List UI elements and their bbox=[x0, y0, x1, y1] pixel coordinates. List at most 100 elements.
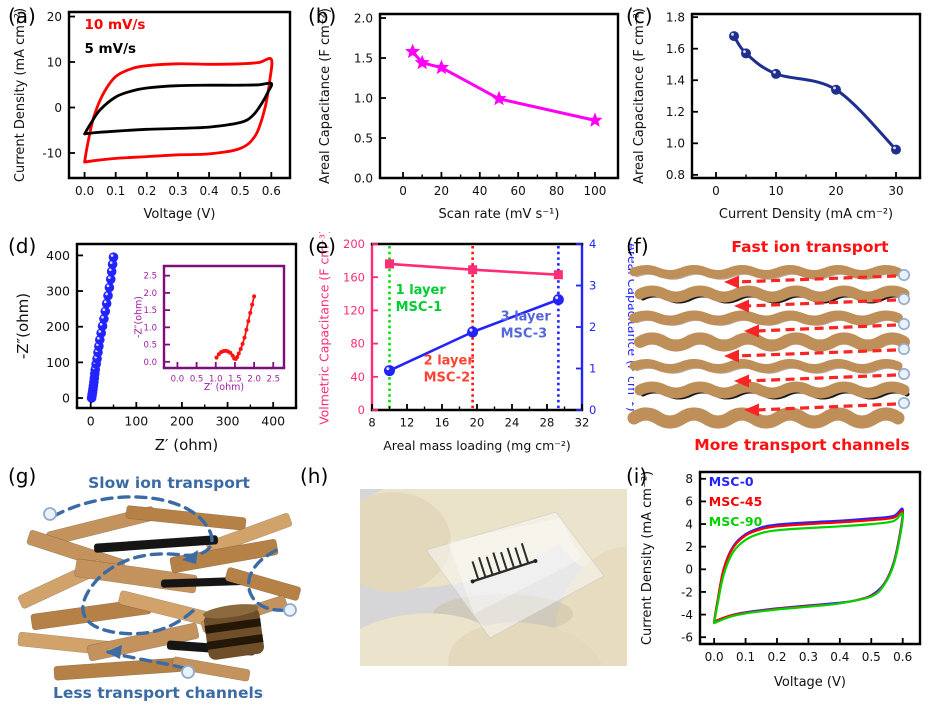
svg-text:60: 60 bbox=[511, 184, 526, 198]
svg-text:0.1: 0.1 bbox=[106, 184, 125, 198]
svg-text:-10: -10 bbox=[42, 146, 62, 160]
svg-text:100: 100 bbox=[46, 355, 70, 370]
svg-text:300: 300 bbox=[216, 414, 240, 429]
panel-b-label: (b) bbox=[308, 4, 337, 28]
slow-ion-transport-title: Slow ion transport bbox=[88, 474, 250, 492]
svg-text:100: 100 bbox=[584, 184, 607, 198]
panel-d-label: (d) bbox=[8, 234, 37, 258]
svg-text:Scan rate (mV s⁻¹): Scan rate (mV s⁻¹) bbox=[439, 207, 560, 222]
more-transport-channels-caption: More transport channels bbox=[694, 436, 909, 454]
svg-text:MSC-0: MSC-0 bbox=[709, 474, 754, 489]
svg-text:1.5: 1.5 bbox=[143, 306, 157, 316]
svg-text:2.5: 2.5 bbox=[266, 375, 280, 385]
svg-text:Areal Capacitance (F cm⁻²): Areal Capacitance (F cm⁻²) bbox=[625, 242, 634, 411]
svg-text:120: 120 bbox=[343, 304, 365, 318]
svg-text:0.8: 0.8 bbox=[666, 168, 685, 182]
svg-text:-4: -4 bbox=[681, 608, 693, 622]
svg-text:6: 6 bbox=[685, 495, 693, 509]
panel-h-label: (h) bbox=[300, 464, 329, 488]
svg-text:16: 16 bbox=[435, 416, 450, 430]
svg-text:0: 0 bbox=[54, 101, 62, 115]
svg-text:0: 0 bbox=[685, 563, 693, 577]
svg-text:0.1: 0.1 bbox=[736, 650, 755, 664]
svg-text:0: 0 bbox=[712, 184, 720, 198]
panel-h: (h) bbox=[298, 462, 634, 705]
panel-f: (f) Fast ion transport More transport ch… bbox=[624, 232, 936, 460]
panel-d: (d) 0 100 200 300 400 0 100 200 300 400 Z′ (ohm) -Z… bbox=[6, 232, 306, 460]
svg-text:200: 200 bbox=[46, 319, 70, 334]
svg-text:80: 80 bbox=[549, 184, 564, 198]
svg-text:0.5: 0.5 bbox=[143, 341, 157, 351]
svg-text:MSC-1: MSC-1 bbox=[396, 300, 443, 315]
svg-text:10 mV/s: 10 mV/s bbox=[84, 17, 145, 33]
svg-text:40: 40 bbox=[472, 184, 487, 198]
glove-finger-bottom-left bbox=[360, 613, 504, 666]
svg-text:0.3: 0.3 bbox=[799, 650, 818, 664]
svg-text:1.5: 1.5 bbox=[228, 375, 242, 385]
svg-text:0.6: 0.6 bbox=[262, 184, 281, 198]
areal-capacitance-vs-current-density-chart: 0 10 20 30 0.8 1.0 1.2 1.4 1.6 1.8 Current Density… bbox=[632, 8, 922, 222]
fast-ion-transport-title: Fast ion transport bbox=[731, 238, 889, 256]
svg-text:1 layer: 1 layer bbox=[396, 283, 447, 298]
svg-text:2.0: 2.0 bbox=[247, 375, 261, 385]
glove-cuff bbox=[360, 492, 451, 592]
svg-text:20: 20 bbox=[470, 416, 485, 430]
svg-text:-Z″(ohm): -Z″(ohm) bbox=[134, 296, 145, 338]
svg-text:0.0: 0.0 bbox=[75, 184, 94, 198]
svg-text:2: 2 bbox=[589, 320, 596, 334]
svg-text:80: 80 bbox=[350, 337, 365, 351]
panel-i-label: (i) bbox=[626, 464, 648, 488]
svg-text:Volmetric Capacitance (F cm⁻³): Volmetric Capacitance (F cm⁻³) bbox=[317, 232, 332, 425]
svg-text:5 mV/s: 5 mV/s bbox=[84, 41, 136, 57]
svg-text:100: 100 bbox=[124, 414, 148, 429]
svg-text:1.2: 1.2 bbox=[666, 105, 685, 119]
svg-text:-6: -6 bbox=[681, 631, 693, 645]
svg-text:10: 10 bbox=[47, 55, 62, 69]
svg-text:2.5: 2.5 bbox=[143, 272, 157, 282]
svg-text:1: 1 bbox=[589, 362, 596, 376]
svg-text:2: 2 bbox=[685, 540, 693, 554]
svg-text:1.0: 1.0 bbox=[666, 137, 685, 151]
slow-ion-transport-illustration: Slow ion transport Less transport channe… bbox=[17, 474, 301, 702]
svg-text:Areal Capacitance (F cm⁻²): Areal Capacitance (F cm⁻²) bbox=[632, 8, 647, 184]
glove-finger-bottom-mid bbox=[448, 622, 604, 666]
panel-g-label: (g) bbox=[8, 464, 37, 488]
svg-text:3: 3 bbox=[589, 279, 596, 293]
glove-finger-top-right bbox=[554, 489, 627, 578]
svg-text:0: 0 bbox=[589, 403, 596, 417]
svg-text:MSC-2: MSC-2 bbox=[424, 370, 471, 385]
svg-text:MSC-90: MSC-90 bbox=[709, 514, 763, 529]
svg-text:1.4: 1.4 bbox=[666, 74, 685, 88]
fast-ion-transport-illustration: Fast ion transport More transport channe… bbox=[627, 238, 910, 454]
svg-text:20: 20 bbox=[434, 184, 449, 198]
svg-text:8: 8 bbox=[685, 472, 693, 486]
svg-text:20: 20 bbox=[47, 10, 62, 24]
svg-text:4: 4 bbox=[589, 237, 596, 251]
svg-text:400: 400 bbox=[46, 248, 70, 263]
svg-text:MSC-45: MSC-45 bbox=[709, 494, 763, 509]
svg-text:4: 4 bbox=[685, 517, 693, 531]
svg-text:1.0: 1.0 bbox=[354, 91, 373, 105]
less-transport-channels-caption: Less transport channels bbox=[53, 684, 263, 702]
svg-text:0.5: 0.5 bbox=[231, 184, 250, 198]
photo-content bbox=[360, 489, 627, 666]
svg-text:8: 8 bbox=[368, 416, 375, 430]
svg-text:300: 300 bbox=[46, 284, 70, 299]
nyquist-chart: 0 100 200 300 400 0 100 200 300 400 Z′ (ohm) -Z″(oh… bbox=[14, 242, 298, 454]
svg-text:28: 28 bbox=[540, 416, 555, 430]
svg-text:30: 30 bbox=[888, 184, 903, 198]
svg-text:2.0: 2.0 bbox=[354, 11, 373, 25]
svg-text:0.4: 0.4 bbox=[200, 184, 219, 198]
panel-b: (b) 0 20 40 60 80 100 0.0 0.5 1.0 1.5 2.0 Scan rate… bbox=[306, 2, 636, 230]
svg-text:MSC-3: MSC-3 bbox=[501, 326, 548, 341]
svg-text:0.0: 0.0 bbox=[143, 358, 157, 368]
svg-text:0: 0 bbox=[62, 391, 70, 406]
areal-capacitance-vs-scan-rate-chart: 0 20 40 60 80 100 0.0 0.5 1.0 1.5 2.0 Scan rate (mV… bbox=[318, 8, 620, 222]
film-highlight bbox=[448, 518, 582, 614]
micro-supercapacitor-device bbox=[470, 543, 538, 584]
svg-text:-2: -2 bbox=[681, 585, 693, 599]
nyquist-inset-chart: 0.0 0.5 1.0 1.5 2.0 2.5 0.0 0.5 1.0 1.5 2.0 2.5 Z′ (… bbox=[134, 264, 286, 393]
panel-i: (i) 0.0 0.1 0.2 0.3 0.4 0.5 0.6 -6 -4 -2 0 2 4 6 8 Volt… bbox=[624, 462, 936, 705]
svg-text:0.6: 0.6 bbox=[893, 650, 912, 664]
